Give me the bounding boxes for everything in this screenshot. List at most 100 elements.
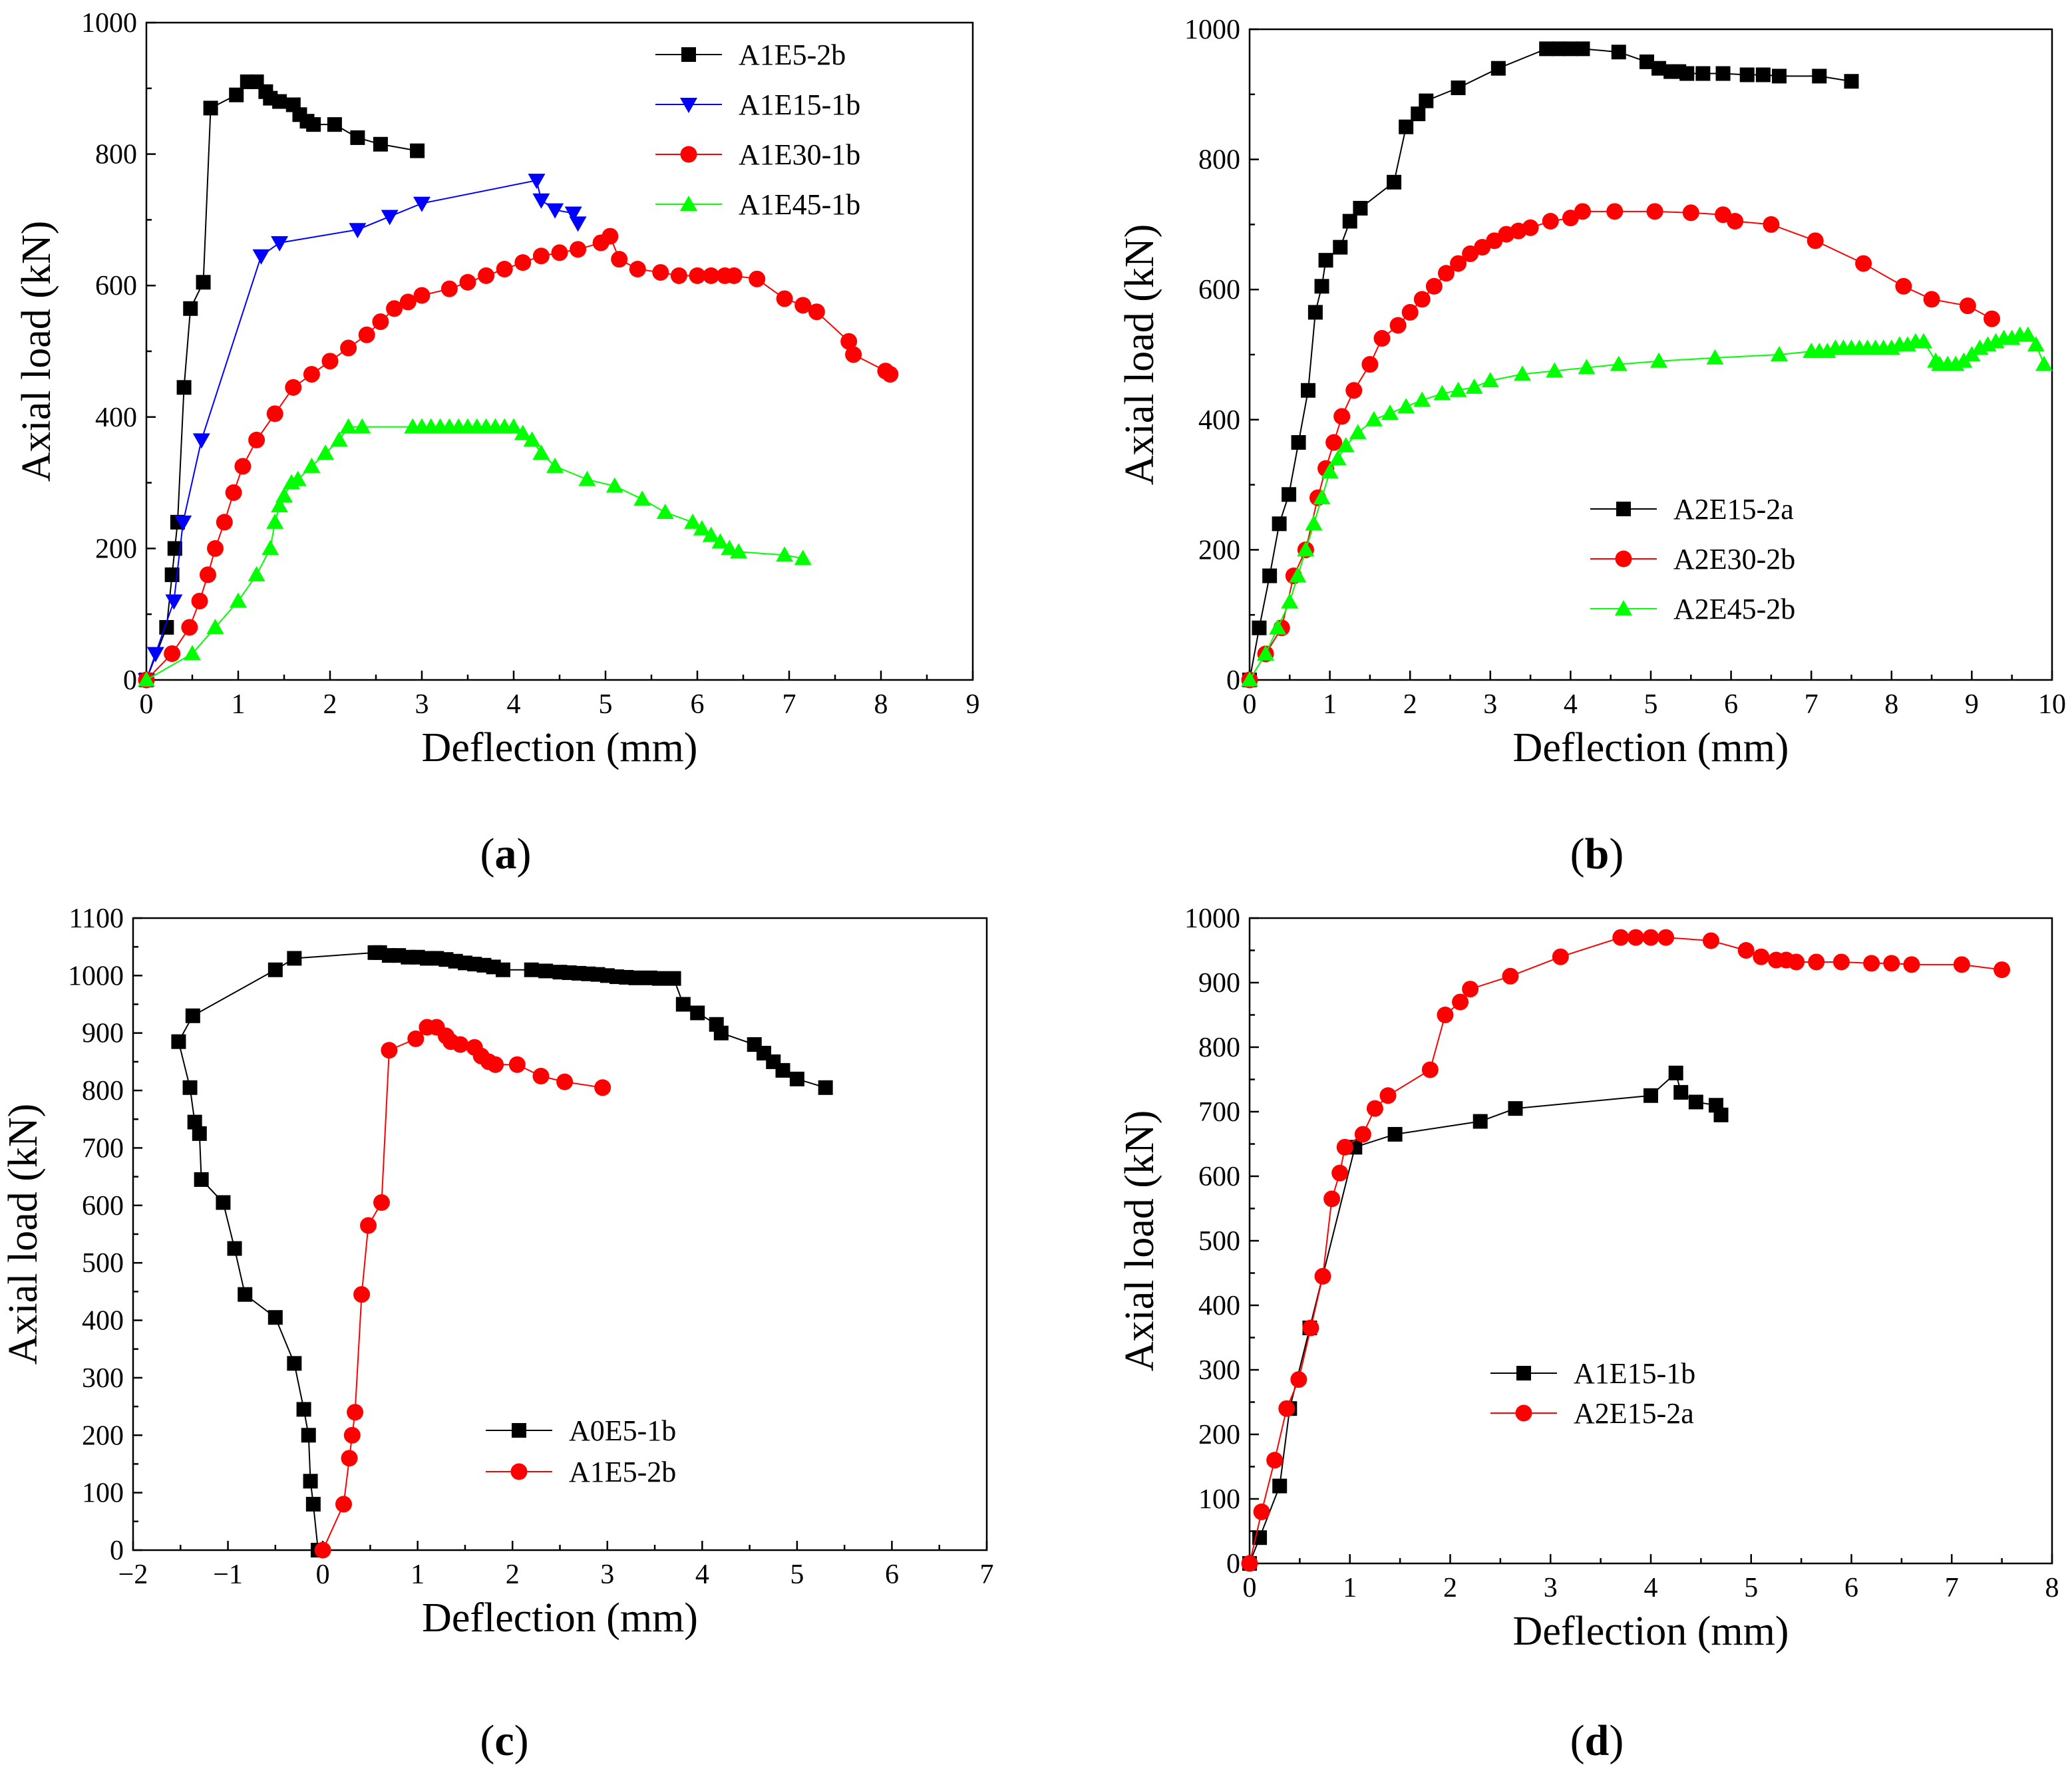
data-point <box>196 275 211 290</box>
data-point <box>1301 383 1316 398</box>
legend-entry: A2E15-2a <box>1490 1397 1694 1430</box>
legend-marker <box>680 196 697 211</box>
data-point <box>1612 929 1630 946</box>
data-point <box>1651 61 1667 76</box>
data-point <box>2035 355 2053 371</box>
data-point <box>187 1114 202 1130</box>
data-point <box>192 433 210 449</box>
data-point <box>1639 54 1654 69</box>
series-A0E5-1b <box>171 945 833 1557</box>
data-point <box>1551 41 1566 57</box>
data-point <box>303 366 320 383</box>
data-point <box>410 143 425 158</box>
data-point <box>1342 214 1357 229</box>
data-point <box>261 540 279 556</box>
x-tick-label: 0 <box>316 1559 330 1590</box>
data-point <box>605 477 623 493</box>
data-point <box>1253 1503 1270 1520</box>
legend-marker <box>680 98 697 113</box>
data-point <box>1365 410 1383 426</box>
x-tick-label: 5 <box>599 689 613 720</box>
data-point <box>373 1194 390 1211</box>
data-point <box>1387 1126 1403 1142</box>
y-tick-label: 1000 <box>1184 15 1240 45</box>
x-tick-label: 0 <box>140 689 154 720</box>
data-point <box>335 1496 352 1513</box>
y-tick-label: 1000 <box>81 8 137 39</box>
data-point <box>1753 948 1770 965</box>
data-point <box>350 130 365 145</box>
data-point <box>287 1356 302 1371</box>
data-point <box>1451 81 1466 96</box>
legend-marker <box>1616 502 1631 516</box>
data-point <box>1336 1138 1353 1156</box>
x-tick-label: 9 <box>1965 689 1979 720</box>
data-point <box>272 94 287 109</box>
data-point <box>508 1056 526 1073</box>
data-point <box>1502 967 1519 985</box>
data-point <box>341 1450 358 1467</box>
data-point <box>1413 391 1431 407</box>
data-point <box>1650 352 1668 368</box>
data-point <box>296 1402 311 1417</box>
data-point <box>1682 204 1699 222</box>
data-point <box>1844 74 1859 89</box>
x-tick-label: 3 <box>1544 1573 1558 1603</box>
data-point <box>1413 291 1431 308</box>
data-point <box>399 293 417 311</box>
data-point <box>1437 265 1455 282</box>
y-tick-label: 500 <box>1198 1226 1240 1257</box>
legend-entry: A1E45-1b <box>655 188 860 221</box>
x-tick-label: 4 <box>1564 689 1578 720</box>
plot-frame <box>1248 917 2053 1565</box>
x-tick-label: 9 <box>966 689 980 720</box>
series-A1E45-1b <box>138 418 812 687</box>
data-point <box>192 1126 207 1141</box>
data-point <box>1462 981 1479 998</box>
data-point <box>1289 567 1307 583</box>
x-tick-label: 6 <box>1844 1573 1858 1603</box>
x-tick-label: 1 <box>411 1559 425 1590</box>
x-tick-label: 7 <box>1805 689 1818 720</box>
data-point <box>285 379 302 396</box>
y-tick-label: 0 <box>110 1536 124 1566</box>
data-point <box>666 971 681 986</box>
legend-label: A0E5-1b <box>569 1414 676 1447</box>
data-point <box>478 267 495 284</box>
data-point <box>1325 434 1343 451</box>
data-point <box>413 196 431 212</box>
data-point <box>1508 1101 1523 1116</box>
panel-label: (b) <box>1570 830 1624 878</box>
data-point <box>670 267 687 284</box>
data-point <box>1269 619 1287 635</box>
data-point <box>305 1496 321 1512</box>
legend-label: A2E15-2a <box>1673 493 1794 526</box>
chart-panel-d: 0 1 2 3 4 5 6 7 8 0 100 200 300 400 500 600 700 800 900 100… <box>1117 903 2059 1765</box>
data-point <box>1397 398 1415 414</box>
data-point <box>711 533 729 549</box>
panel-label: (d) <box>1570 1716 1624 1765</box>
data-point <box>1575 41 1590 57</box>
y-axis-title: Axial load (kN) <box>1117 224 1162 486</box>
x-tick-label: 8 <box>1884 689 1898 720</box>
legend-marker <box>1515 1404 1532 1422</box>
data-point <box>693 520 711 536</box>
data-point <box>271 497 289 513</box>
data-point <box>225 484 242 501</box>
data-point <box>1321 463 1339 479</box>
data-point <box>818 1080 833 1095</box>
data-point <box>1953 956 1970 973</box>
data-point <box>386 300 403 317</box>
data-point <box>628 970 643 985</box>
data-point <box>1411 106 1426 122</box>
data-point <box>1727 213 1744 230</box>
data-point <box>191 592 208 609</box>
data-point <box>1366 1100 1383 1117</box>
data-point <box>176 380 192 395</box>
data-point <box>594 1079 611 1096</box>
data-point <box>1668 1065 1683 1080</box>
data-point <box>146 647 164 663</box>
data-point <box>602 228 619 245</box>
x-tick-label: 4 <box>507 689 521 720</box>
